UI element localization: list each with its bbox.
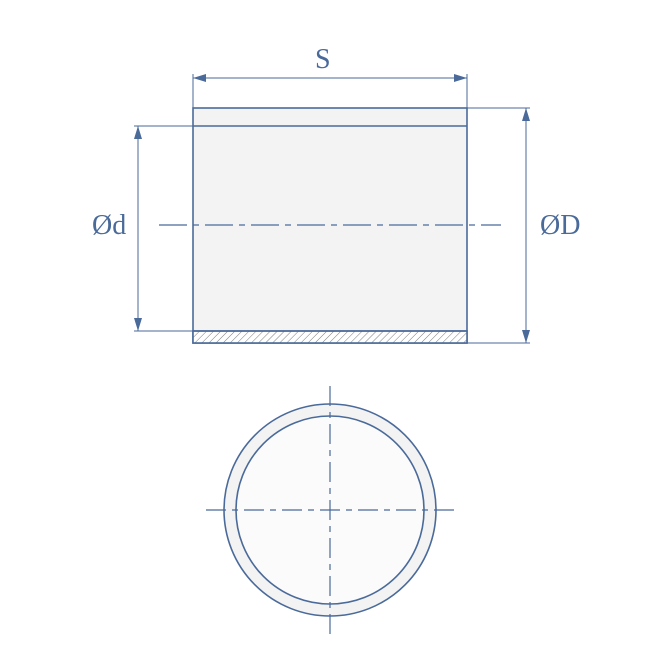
label-s: S [315,44,331,76]
bush-side-hatch-band [193,331,467,343]
label-OD: ØD [540,210,580,242]
label-od: Ød [92,210,126,242]
